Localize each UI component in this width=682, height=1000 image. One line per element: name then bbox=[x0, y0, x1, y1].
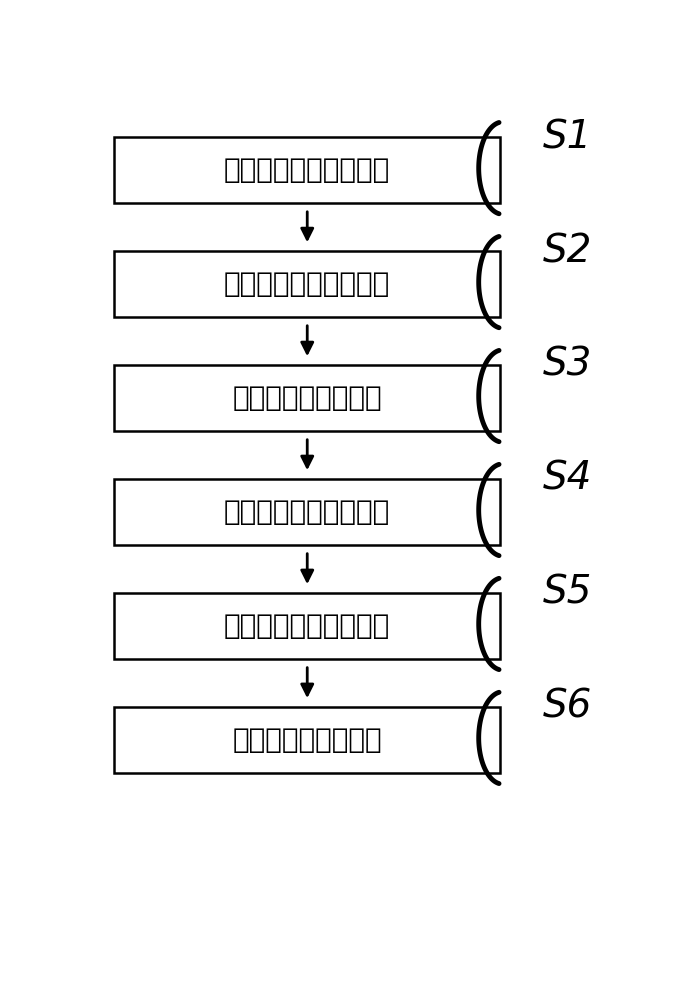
Text: 对参数误差进行补偿: 对参数误差进行补偿 bbox=[233, 726, 382, 754]
Text: 安装和测量工具球装置: 安装和测量工具球装置 bbox=[224, 156, 390, 184]
Text: S5: S5 bbox=[543, 574, 592, 612]
Bar bbox=[115, 479, 500, 545]
Text: 消除模型中的冗余参数: 消除模型中的冗余参数 bbox=[224, 498, 390, 526]
Bar bbox=[115, 365, 500, 431]
Bar bbox=[115, 251, 500, 317]
Text: S1: S1 bbox=[543, 118, 592, 156]
Bar bbox=[115, 707, 500, 773]
Text: S6: S6 bbox=[543, 688, 592, 726]
Text: 构建运动学误差模型: 构建运动学误差模型 bbox=[233, 384, 382, 412]
Text: S4: S4 bbox=[543, 460, 592, 498]
Text: S2: S2 bbox=[543, 232, 592, 270]
Bar bbox=[115, 137, 500, 203]
Text: 辨识精简模型中的参数: 辨识精简模型中的参数 bbox=[224, 612, 390, 640]
Text: S3: S3 bbox=[543, 346, 592, 384]
Bar bbox=[115, 593, 500, 659]
Text: 构建机器人运动学模型: 构建机器人运动学模型 bbox=[224, 270, 390, 298]
